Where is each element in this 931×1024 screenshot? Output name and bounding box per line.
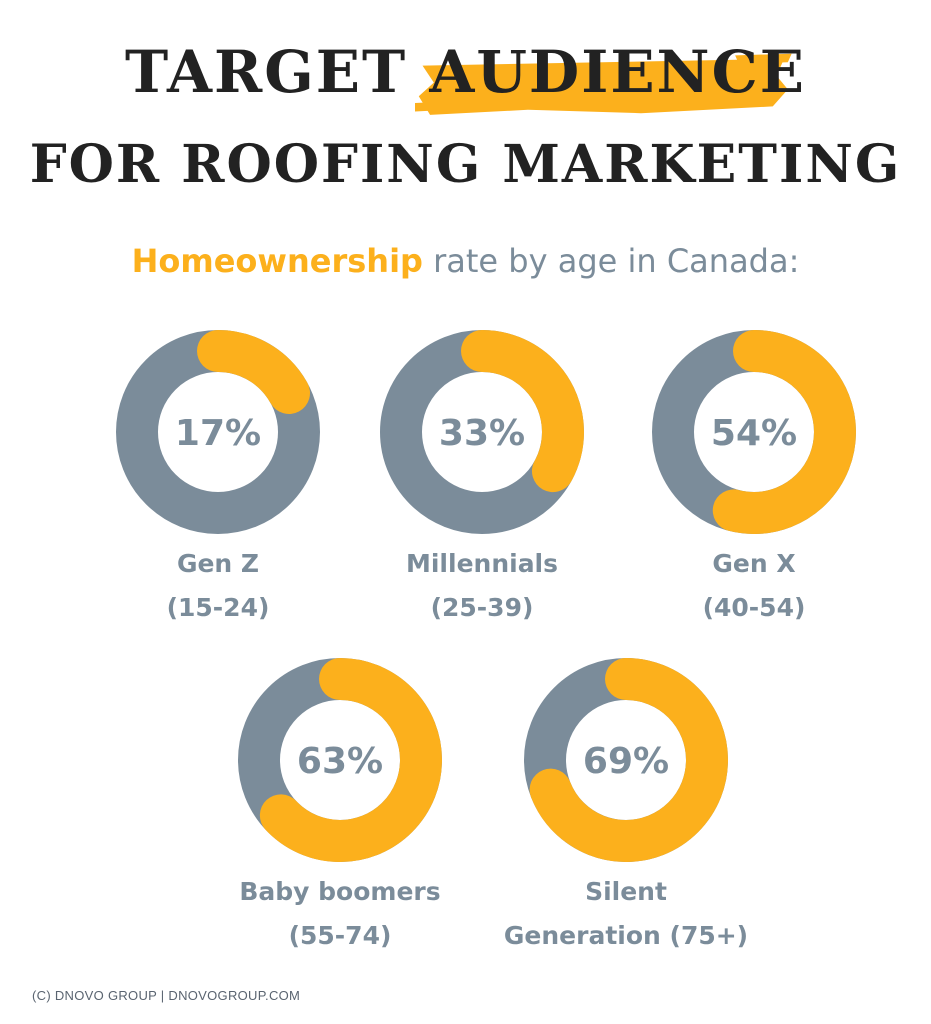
donut-category-label: Gen Z <box>177 549 259 578</box>
donut-5: 69% Silent Generation (75+) <box>504 658 748 950</box>
donut-percent-label: 17% <box>175 413 261 454</box>
copyright-footer: (C) DNOVO GROUP | DNOVOGROUP.COM <box>32 988 301 1003</box>
donut-percent-label: 69% <box>583 741 669 782</box>
donut-percent-label: 54% <box>711 413 797 454</box>
donut-percent-label: 33% <box>439 413 525 454</box>
subtitle-rest: rate by age in Canada: <box>422 242 800 280</box>
donut-age-range-label: (25-39) <box>431 593 534 622</box>
donut-value-arc <box>524 658 728 862</box>
donut-percent-label: 63% <box>297 741 383 782</box>
donut-age-range-label: (15-24) <box>167 593 270 622</box>
donut-4: 63% Baby boomers (55-74) <box>238 658 442 950</box>
donut-2: 33% Millennials (25-39) <box>380 330 584 622</box>
donut-age-range-label: Generation (75+) <box>504 921 748 950</box>
subtitle-highlight: Homeownership <box>131 242 423 280</box>
title-line-1: TARGET AUDIENCE <box>0 38 931 115</box>
title-line-2: FOR ROOFING MARKETING <box>29 134 902 195</box>
donut-value-arc <box>116 330 320 534</box>
title-word-audience: AUDIENCE <box>429 38 806 106</box>
chart-subtitle: Homeownership rate by age in Canada: <box>0 242 931 280</box>
donut-age-range-label: (40-54) <box>703 593 806 622</box>
donut-category-label: Gen X <box>712 549 795 578</box>
title-highlight: AUDIENCE <box>415 38 806 115</box>
donut-category-label: Silent <box>585 877 667 906</box>
donut-value-arc <box>652 330 856 534</box>
donut-age-range-label: (55-74) <box>289 921 392 950</box>
donut-3: 54% Gen X (40-54) <box>652 330 856 622</box>
donut-value-arc <box>238 658 442 862</box>
donut-value-arc <box>380 330 584 534</box>
donut-category-label: Millennials <box>406 549 558 578</box>
title-word-target: TARGET <box>125 38 408 106</box>
donut-1: 17% Gen Z (15-24) <box>116 330 320 622</box>
donut-category-label: Baby boomers <box>239 877 440 906</box>
